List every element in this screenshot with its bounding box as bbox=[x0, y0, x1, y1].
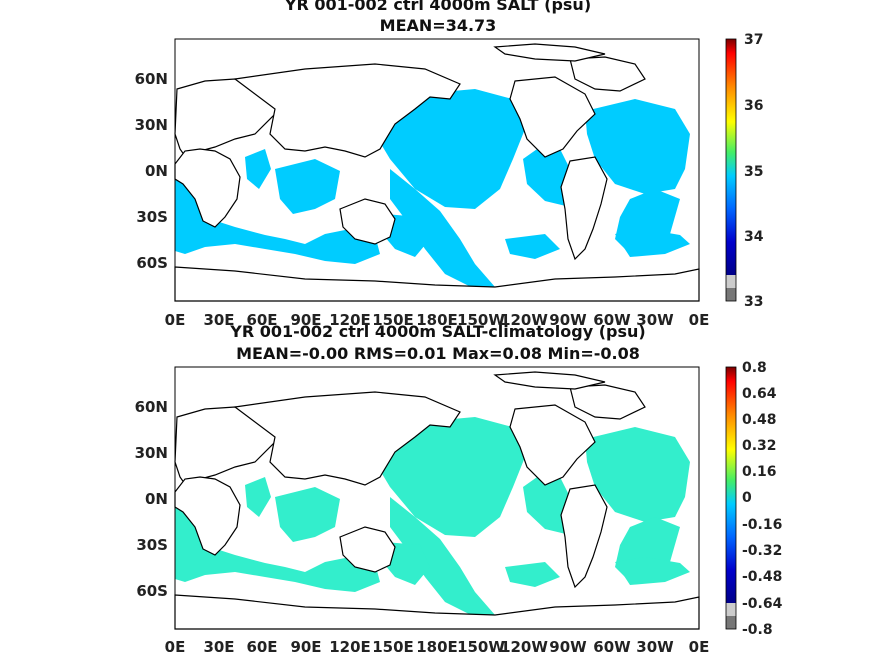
map-subtitle: MEAN=-0.00 RMS=0.01 Max=0.08 Min=-0.08 bbox=[236, 344, 640, 363]
colorbar-label: 36 bbox=[744, 98, 763, 114]
colorbar-gradient bbox=[726, 367, 736, 603]
lat-tick-label: 30S bbox=[136, 208, 168, 226]
colorbar-label: -0.32 bbox=[742, 543, 782, 559]
colorbar-gradient bbox=[726, 39, 736, 275]
lon-tick-label: 30W bbox=[636, 311, 674, 329]
colorbar-frame bbox=[725, 38, 737, 302]
lon-tick-label: 0E bbox=[689, 311, 710, 329]
map-panel-bottom: YR 001-002 ctrl 4000m SALT-climatology (… bbox=[135, 322, 783, 656]
lon-tick-label: 90E bbox=[290, 638, 321, 656]
map-frame bbox=[174, 38, 700, 302]
lon-tick-label: 120E bbox=[329, 638, 371, 656]
lon-tick-label: 150E bbox=[372, 311, 414, 329]
colorbar-label: -0.64 bbox=[742, 596, 783, 612]
lon-tick-label: 30E bbox=[203, 311, 234, 329]
map-title: YR 001-002 ctrl 4000m SALT (psu) bbox=[284, 0, 591, 14]
lon-tick-label: 90W bbox=[549, 638, 587, 656]
lat-ticks: 60N 30N 0N 30S 60S bbox=[135, 398, 168, 600]
colorbar-label: 0.48 bbox=[742, 412, 777, 428]
lon-tick-label: 30W bbox=[636, 638, 674, 656]
lat-tick-label: 60N bbox=[135, 398, 168, 416]
lat-tick-label: 0N bbox=[145, 162, 168, 180]
lat-tick-label: 0N bbox=[145, 490, 168, 508]
colorbar: 37 36 35 34 33 bbox=[725, 32, 764, 310]
colorbar-lowest-swatch bbox=[726, 288, 736, 301]
lon-tick-label: 150E bbox=[372, 638, 414, 656]
lon-tick-label: 150W bbox=[457, 638, 505, 656]
lon-tick-label: 60W bbox=[593, 311, 631, 329]
lat-tick-label: 60S bbox=[136, 254, 168, 272]
colorbar-label: 34 bbox=[744, 229, 764, 245]
colorbar-label: 35 bbox=[744, 164, 763, 180]
colorbar-lowest-swatch bbox=[726, 616, 736, 629]
lat-tick-label: 30N bbox=[135, 116, 168, 134]
colorbar: 0.8 0.64 0.48 0.32 0.16 0 -0.16 -0.32 -0… bbox=[725, 360, 783, 638]
lon-tick-label: 120W bbox=[500, 638, 548, 656]
colorbar-low-swatch bbox=[726, 603, 736, 616]
colorbar-frame bbox=[725, 366, 737, 630]
colorbar-label: 0.32 bbox=[742, 438, 777, 454]
colorbar-label: 0.8 bbox=[742, 360, 767, 376]
colorbar-label: 33 bbox=[744, 294, 763, 310]
lon-tick-label: 90W bbox=[549, 311, 587, 329]
lon-tick-label: 30E bbox=[203, 638, 234, 656]
colorbar-low-swatch bbox=[726, 275, 736, 288]
lat-tick-label: 30N bbox=[135, 444, 168, 462]
lat-tick-label: 60S bbox=[136, 582, 168, 600]
map-subtitle: MEAN=34.73 bbox=[380, 16, 497, 35]
lon-tick-label: 0E bbox=[165, 311, 186, 329]
lon-tick-label: 0E bbox=[165, 638, 186, 656]
colorbar-label: -0.48 bbox=[742, 569, 782, 585]
lon-tick-label: 180E bbox=[416, 638, 458, 656]
map-title: YR 001-002 ctrl 4000m SALT-climatology (… bbox=[229, 322, 645, 341]
lon-ticks: 0E 30E 60E 90E 120E 150E 180E 150W 120W … bbox=[165, 311, 710, 329]
map-panel-top: YR 001-002 ctrl 4000m SALT (psu) MEAN=34… bbox=[135, 0, 764, 329]
ocean-anomaly-field bbox=[175, 417, 690, 617]
lat-tick-label: 60N bbox=[135, 70, 168, 88]
map-frame bbox=[174, 366, 700, 630]
lat-ticks: 60N 30N 0N 30S 60S bbox=[135, 70, 168, 272]
lon-tick-label: 60E bbox=[246, 311, 277, 329]
colorbar-label: -0.16 bbox=[742, 517, 782, 533]
land-masses bbox=[174, 371, 700, 630]
lon-tick-label: 90E bbox=[290, 311, 321, 329]
colorbar-label: 0.64 bbox=[742, 386, 777, 402]
lon-ticks: 0E 30E 60E 90E 120E 150E 180E 150W 120W … bbox=[165, 638, 710, 656]
colorbar-label: 0 bbox=[742, 490, 752, 506]
colorbar-label: 0.16 bbox=[742, 464, 777, 480]
lon-tick-label: 60W bbox=[593, 638, 631, 656]
lon-tick-label: 60E bbox=[246, 638, 277, 656]
lon-tick-label: 120W bbox=[500, 311, 548, 329]
colorbar-label: -0.8 bbox=[742, 622, 773, 638]
lat-tick-label: 30S bbox=[136, 536, 168, 554]
lon-tick-label: 0E bbox=[689, 638, 710, 656]
lon-tick-label: 120E bbox=[329, 311, 371, 329]
lon-tick-label: 180E bbox=[416, 311, 458, 329]
lon-tick-label: 150W bbox=[457, 311, 505, 329]
colorbar-label: 37 bbox=[744, 32, 763, 48]
